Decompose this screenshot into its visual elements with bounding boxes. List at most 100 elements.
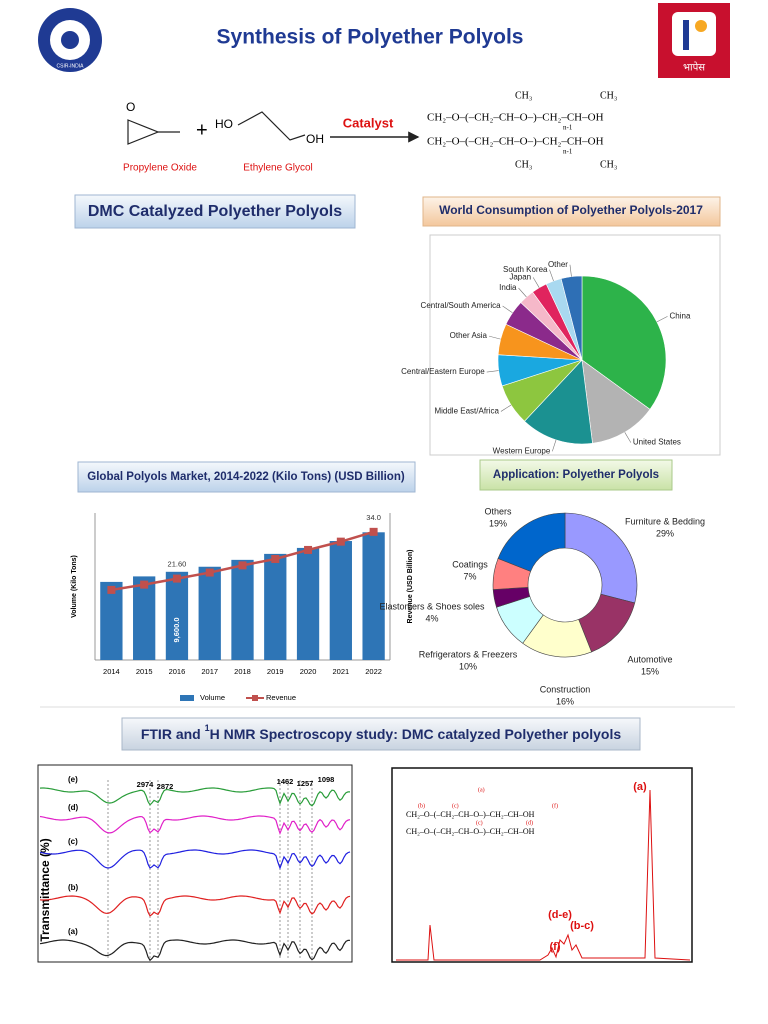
slice-label: Other <box>548 260 568 269</box>
spectrum-trace <box>39 895 351 917</box>
section-title: World Consumption of Polyether Polyols-2… <box>439 203 703 217</box>
product-line: CH₂–O–(–CH₂–CH–O–)–CH₂–CH–OH <box>427 112 604 124</box>
left-logo: CSIR-INDIA <box>38 8 102 72</box>
title-part: FTIR and <box>141 726 205 742</box>
peak-label: (a) <box>633 781 647 793</box>
slice-value-label: 19% <box>489 518 507 528</box>
slice-value-label: 7% <box>463 571 476 581</box>
section-title: DMC Catalyzed Polyether Polyols <box>88 203 342 220</box>
repeat-subscript: n-1 <box>563 124 573 132</box>
peak-label: 2974 <box>137 780 155 789</box>
leader-line <box>500 404 512 412</box>
legend-swatch <box>252 695 258 701</box>
bar <box>133 576 156 660</box>
structure-label: (d) <box>526 819 533 826</box>
section-title: FTIR and 1H NMR Spectroscopy study: DMC … <box>141 723 622 741</box>
reactant-label: Ethylene Glycol <box>243 163 312 174</box>
leader-line <box>518 287 527 298</box>
title-part: H NMR Spectroscopy study: DMC catalyzed … <box>210 726 622 742</box>
legend-swatch <box>180 695 194 701</box>
donut-slice <box>564 512 638 604</box>
axis-label: Transmittance (%) <box>38 838 52 941</box>
section-box <box>479 459 673 491</box>
structure-label: (c) <box>452 802 459 809</box>
trace-label: (b) <box>68 883 79 892</box>
x-tick-label: 2014 <box>103 667 120 676</box>
atom-label: O <box>126 100 135 114</box>
panel-frame <box>37 764 353 963</box>
nmr-spectrum <box>396 789 691 961</box>
slice-label: South Korea <box>503 265 548 274</box>
panel-frame <box>391 767 693 963</box>
logo-text: CSIR-INDIA <box>57 63 85 69</box>
spectrum-trace <box>39 815 351 836</box>
bar <box>264 553 287 660</box>
product-line: CH₂–O–(–CH₂–CH–O–)–CH₂–CH–OH <box>427 136 604 148</box>
trace-label: (c) <box>68 837 78 846</box>
slice-label: Middle East/Africa <box>434 407 499 416</box>
trace-label: (d) <box>68 803 79 812</box>
nmr-panel: CH₂–O–(–CH₂–CH–O–)–CH₂–CH–OH CH₂–O–(–CH₂… <box>391 767 693 963</box>
slice-value-label: 15% <box>641 666 659 676</box>
right-logo: भापेस <box>658 3 730 78</box>
x-tick-label: 2019 <box>267 667 284 676</box>
line-marker <box>172 574 181 583</box>
section-box <box>77 461 416 493</box>
page-title: Synthesis of Polyether Polyols <box>217 26 524 49</box>
slice-label: Refrigerators & Freezers <box>419 649 518 659</box>
slice-label: Others <box>484 506 512 516</box>
bar-value-label: 9,600.0 <box>172 617 181 642</box>
line-marker <box>107 585 116 594</box>
pie-slice <box>581 359 651 444</box>
slice-label: China <box>670 312 691 321</box>
peak-label: 1098 <box>318 775 335 784</box>
structure-line: CH₂–O–(–CH₂–CH–O–)–CH₂–CH–OH <box>406 827 535 836</box>
leader-line <box>488 335 501 340</box>
section-title: Application: Polyether Polyols <box>493 469 659 481</box>
leader-line <box>624 432 632 443</box>
slice-label: Central/Eastern Europe <box>401 367 485 376</box>
reaction: O + HO OH Propylene Oxide Ethylene Glyco… <box>123 90 617 173</box>
logo-text: भापेस <box>683 62 705 74</box>
atom-label: HO <box>215 117 233 131</box>
slice-label: Western Europe <box>493 446 551 455</box>
slice-label: Elastomers & Shoes soles <box>379 601 485 611</box>
slice-value-label: 16% <box>556 696 574 706</box>
line-marker <box>238 561 247 570</box>
slice-label: Automotive <box>627 654 672 664</box>
slice-label: India <box>499 283 517 292</box>
bar <box>296 547 320 660</box>
section-title: Global Polyols Market, 2014-2022 (Kilo T… <box>87 471 405 483</box>
x-tick-label: 2015 <box>136 667 153 676</box>
bar <box>100 581 123 660</box>
atom-label: OH <box>306 132 324 146</box>
section-box <box>121 717 641 751</box>
structure-line: CH₂–O–(–CH₂–CH–O–)–CH₂–CH–OH <box>406 810 535 819</box>
section-box <box>74 194 356 229</box>
catalyst-label: Catalyst <box>343 115 394 130</box>
product-methyl: CH₃ <box>515 159 532 170</box>
legend-label: Revenue <box>266 693 296 702</box>
x-tick-label: 2016 <box>169 667 186 676</box>
spectrum-trace <box>39 787 350 807</box>
leader-line <box>569 264 572 277</box>
ftir-panel: Transmittance (%) (e) (d) (c) (b) (a) 2974 287… <box>37 764 353 963</box>
slice-label: Construction <box>540 684 591 694</box>
spectrum-trace <box>39 849 351 870</box>
slice-value-label: 4% <box>425 613 438 623</box>
slice-label: United States <box>633 438 681 447</box>
structure-label: (b) <box>418 802 425 809</box>
bar <box>231 559 254 660</box>
leader-line <box>532 277 540 288</box>
product-methyl: CH₃ <box>600 159 617 170</box>
title-superscript: 1 <box>205 723 210 733</box>
spectrum-trace <box>39 939 351 962</box>
peak-label: (d-e) <box>548 909 572 921</box>
line-marker <box>271 554 280 563</box>
repeat-subscript: n-1 <box>563 148 573 156</box>
line-marker <box>336 537 345 546</box>
bar <box>329 541 352 660</box>
y-axis-label: Volume (Kilo Tons) <box>71 555 78 618</box>
x-tick-label: 2021 <box>332 667 349 676</box>
